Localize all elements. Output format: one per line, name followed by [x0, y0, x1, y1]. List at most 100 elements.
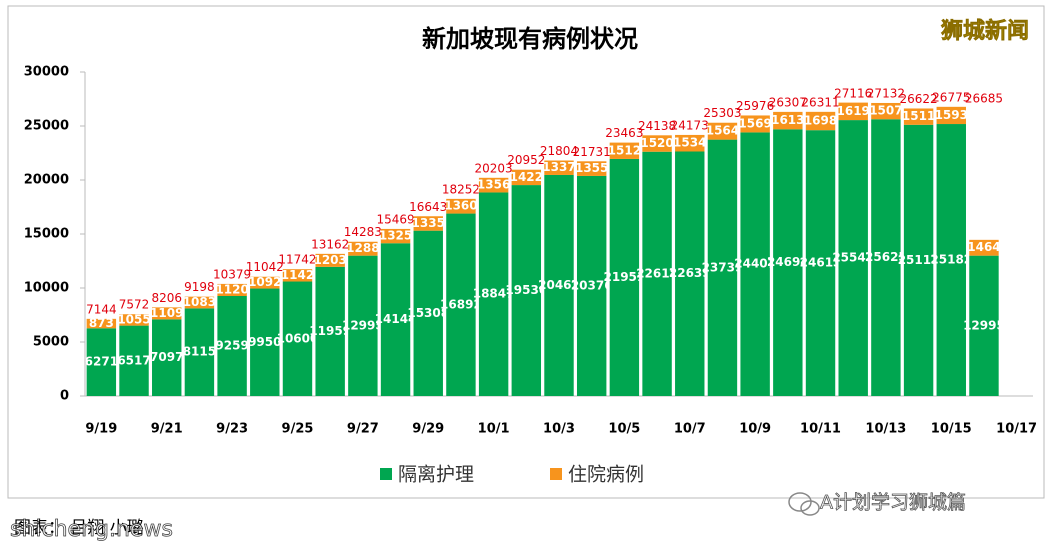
x-tick-label: 10/1 [478, 422, 510, 437]
value-label: 1464 [967, 240, 1000, 254]
account-watermark: A计划学习狮城篇 [820, 492, 966, 514]
y-tick-label: 10000 [24, 281, 69, 296]
x-tick-label: 9/21 [151, 422, 183, 437]
bar-segment [969, 255, 999, 396]
bar-segment [773, 111, 803, 130]
bar-segment [642, 135, 672, 152]
value-label: 1613 [771, 113, 804, 127]
total-label: 26775 [932, 90, 970, 104]
bar-segment [969, 239, 999, 256]
value-label: 12995 [342, 318, 384, 332]
bar-segment [86, 318, 117, 329]
value-label: 7097 [150, 350, 183, 364]
value-label: 25111 [898, 253, 940, 267]
bar-segment [805, 111, 836, 131]
total-label: 7144 [86, 302, 117, 316]
value-label: 1698 [804, 114, 837, 128]
total-label: 18252 [442, 182, 480, 196]
bar-segment [707, 139, 738, 396]
value-label: 19530 [505, 283, 547, 297]
value-label: 25625 [865, 250, 907, 264]
value-label: 9259 [215, 339, 248, 353]
total-label: 23463 [605, 126, 643, 140]
bar-segment [871, 119, 901, 396]
total-label: 20203 [475, 161, 513, 175]
bar-segment [152, 319, 182, 396]
bar-segment [282, 281, 313, 396]
total-label: 24138 [638, 119, 676, 133]
value-label: 1569 [738, 116, 771, 130]
total-label: 21804 [540, 144, 578, 158]
bar-segment [903, 108, 934, 125]
bar-segment [184, 296, 215, 309]
value-label: 1142 [281, 268, 314, 282]
bar-segment [609, 142, 640, 159]
bar-segment [675, 134, 705, 152]
y-tick-label: 15000 [24, 227, 69, 242]
value-label: 22618 [636, 266, 678, 280]
total-label: 26622 [899, 92, 937, 106]
total-label: 25303 [703, 106, 741, 120]
value-label: 1335 [412, 216, 445, 230]
value-label: 1511 [902, 109, 935, 123]
value-label: 1507 [869, 104, 902, 118]
bar-segment [576, 161, 607, 176]
total-label: 26311 [801, 95, 839, 109]
bar-segment [936, 106, 966, 125]
value-label: 24407 [734, 257, 776, 271]
value-label: 9950 [248, 335, 281, 349]
bar-segment [380, 228, 411, 244]
bar-segment [511, 169, 542, 186]
total-label: 11742 [278, 253, 316, 267]
value-label: 22639 [669, 266, 711, 280]
bar-segment [740, 115, 770, 133]
value-label: 1120 [215, 282, 248, 296]
bar-segment [478, 177, 509, 193]
value-label: 1355 [575, 161, 608, 175]
value-label: 1288 [346, 241, 379, 255]
x-tick-label: 9/25 [282, 422, 314, 437]
x-tick-label: 9/27 [347, 422, 379, 437]
value-label: 1337 [542, 160, 575, 174]
bar-segment [119, 325, 149, 396]
bar-segment [707, 122, 738, 140]
value-label: 15308 [407, 306, 449, 320]
x-tick-label: 9/19 [85, 422, 117, 437]
bar-segment [838, 102, 868, 121]
legend-swatch [380, 468, 392, 480]
bar-segment [544, 174, 574, 396]
y-tick-label: 25000 [24, 119, 69, 134]
value-label: 1520 [640, 136, 673, 150]
bar-segment [446, 213, 476, 396]
total-label: 14283 [344, 225, 382, 239]
total-label: 24173 [671, 118, 709, 132]
bar-segment [250, 276, 280, 289]
wechat-icon [788, 492, 820, 516]
legend-swatch [550, 468, 562, 480]
x-tick-label: 9/29 [412, 422, 444, 437]
total-label: 8206 [151, 291, 182, 305]
value-label: 23739 [702, 260, 744, 274]
value-label: 1512 [608, 143, 641, 157]
total-label: 21731 [573, 145, 611, 159]
bar-segment [250, 288, 280, 396]
bar-segment [217, 296, 247, 396]
total-label: 10379 [213, 267, 251, 281]
value-label: 6517 [117, 353, 150, 367]
x-tick-label: 10/15 [931, 422, 972, 437]
total-label: 16643 [409, 200, 447, 214]
value-label: 20376 [571, 278, 613, 292]
value-label: 24694 [767, 255, 809, 269]
x-tick-label: 10/7 [674, 422, 706, 437]
bar-segment [315, 253, 345, 267]
y-tick-label: 0 [60, 389, 69, 404]
bar-segment [217, 283, 247, 297]
total-label: 26685 [965, 91, 1003, 105]
x-tick-label: 10/9 [739, 422, 771, 437]
value-label: 21951 [604, 270, 646, 284]
value-label: 1055 [117, 312, 150, 326]
bar-segment [86, 328, 117, 396]
site-watermark: shicheng.news [10, 517, 173, 542]
